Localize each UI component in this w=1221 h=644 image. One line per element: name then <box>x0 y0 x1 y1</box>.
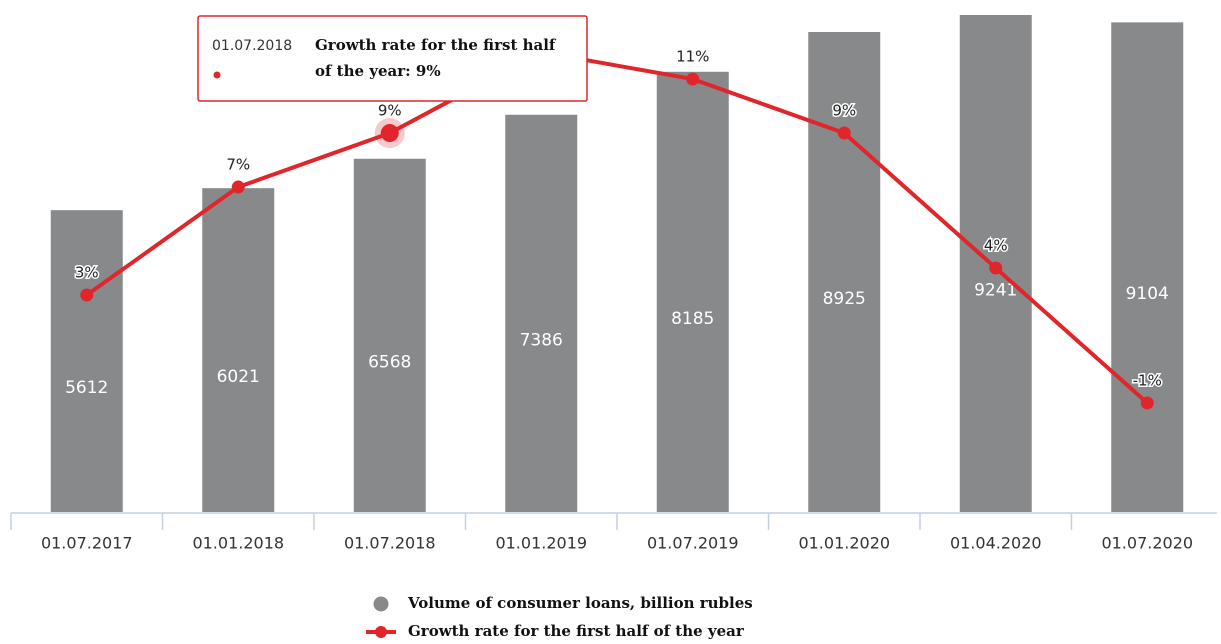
bar <box>50 210 123 512</box>
point <box>80 288 94 302</box>
legend-label: Growth rate for the first half of the ye… <box>408 622 745 640</box>
bar <box>1111 22 1184 513</box>
tooltip-text: Growth rate for the first half of the yea… <box>315 36 557 80</box>
bar-label: 6568 <box>368 352 411 372</box>
tooltip-text-line: Growth rate for the first half <box>315 36 557 54</box>
point-label: 9% <box>832 102 856 120</box>
x-tick-label: 01.04.2020 <box>950 534 1042 553</box>
legend-swatch <box>373 596 389 612</box>
line <box>85 50 1149 405</box>
legend-swatch <box>375 626 387 638</box>
tooltip: 01.07.2018 Growth rate for the first half… <box>197 15 588 102</box>
point <box>989 261 1003 275</box>
bar <box>808 32 881 512</box>
point-label: 9% <box>378 102 402 120</box>
point <box>837 126 851 140</box>
bar-label: 8185 <box>671 309 714 329</box>
point-label: 4% <box>984 237 1008 255</box>
tooltip-dot <box>213 71 221 79</box>
tooltip-box <box>197 15 588 102</box>
bar-label: 9241 <box>974 281 1017 301</box>
point-label: -1% <box>1133 371 1162 389</box>
tooltip-text-line: of the year: 9% <box>315 62 441 80</box>
point <box>380 124 399 143</box>
point <box>231 180 245 194</box>
bar <box>353 158 426 512</box>
tooltip-date: 01.07.2018 <box>212 38 292 54</box>
bar-label: 9104 <box>1126 284 1169 304</box>
point <box>686 72 700 86</box>
legend: Volume of consumer loans, billion rubles… <box>366 594 753 640</box>
x-tick-label: 01.01.2018 <box>192 534 284 553</box>
point-label: 3% <box>75 264 99 282</box>
x-tick-label: 01.01.2020 <box>798 534 890 553</box>
bar <box>505 114 578 512</box>
bar-label: 6021 <box>217 367 260 387</box>
x-tick-label: 01.07.2020 <box>1101 534 1193 553</box>
x-tick-label: 01.01.2019 <box>495 534 587 553</box>
point-label: 7% <box>226 156 250 174</box>
bar-label: 7386 <box>520 330 563 350</box>
point-label: 11% <box>676 48 709 66</box>
bar <box>656 71 729 513</box>
legend-label: Volume of consumer loans, billion rubles <box>407 594 753 612</box>
x-tick-label: 01.07.2018 <box>344 534 436 553</box>
bar-label: 5612 <box>65 378 108 398</box>
bar <box>202 188 275 512</box>
x-tick-label: 01.07.2017 <box>41 534 133 553</box>
x-tick-label: 01.07.2019 <box>647 534 739 553</box>
bar-label: 8925 <box>823 289 866 309</box>
point <box>1140 396 1154 410</box>
